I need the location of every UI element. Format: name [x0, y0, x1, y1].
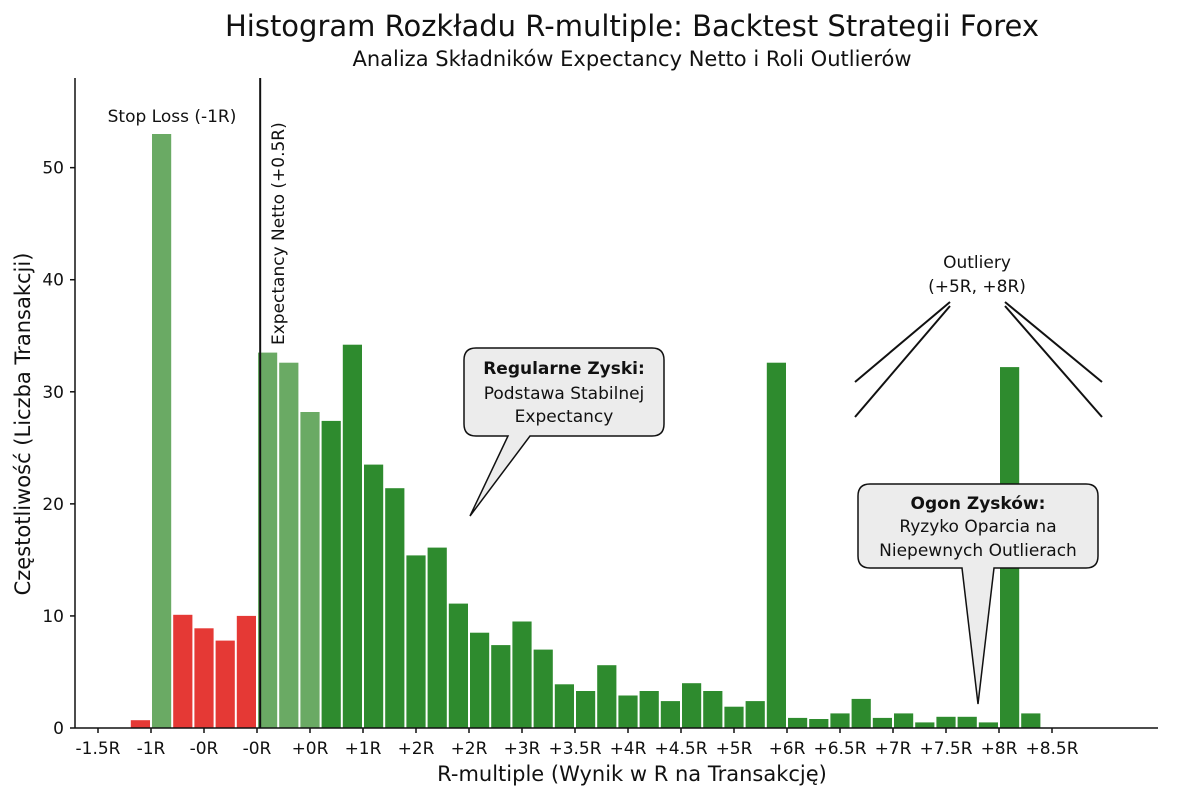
bar-2 — [173, 614, 193, 728]
outlier-arrow-3 — [1004, 301, 1103, 383]
callout-regular-line1: Podstawa Stabilnej — [484, 384, 645, 404]
callout-tail-line1: Ryzyko Oparcia na — [899, 517, 1056, 537]
bar-10 — [342, 344, 362, 728]
x-tick-label-17: +8R — [981, 739, 1018, 759]
callout-tail-bubble — [857, 483, 1099, 705]
x-tick-label-18: +8.5R — [1025, 739, 1078, 759]
bar-22 — [597, 665, 617, 728]
x-tick-label-8: +3R — [504, 739, 541, 759]
y-axis-label: Częstotliwość (Liczba Transakcji) — [11, 253, 35, 596]
bar-9 — [321, 420, 341, 728]
x-tick-label-1: -1R — [137, 739, 166, 759]
bar-39 — [957, 716, 977, 728]
bar-28 — [724, 706, 744, 728]
bar-8 — [300, 412, 320, 728]
callout-tail-title: Ogon Zysków: — [911, 494, 1046, 514]
bar-5 — [236, 615, 256, 728]
callout-regular-gains: Regularne Zyski: Podstawa Stabilnej Expe… — [463, 347, 665, 517]
bar-21 — [576, 691, 596, 728]
y-tick-label-5: 50 — [42, 159, 64, 179]
x-tick-label-10: +4R — [610, 739, 647, 759]
x-axis-label: R-multiple (Wynik w R na Transakcję) — [437, 762, 827, 786]
bar-19 — [533, 649, 553, 728]
bars-group — [130, 134, 1041, 728]
outlier-arrow-2 — [854, 305, 951, 418]
bar-15 — [448, 603, 468, 728]
bar-32 — [809, 719, 829, 728]
bar-38 — [936, 716, 956, 728]
x-ticks-group: -1.5R -1R -0R -0R +0R +1R +2R +2R +3R +3.5R +4R +4.… — [76, 728, 1079, 759]
x-tick-label-15: +7R — [875, 739, 912, 759]
bar-37 — [915, 722, 935, 728]
x-tick-label-12: +5R — [716, 739, 753, 759]
bar-17 — [491, 645, 511, 728]
bar-18 — [512, 621, 532, 728]
x-tick-label-2: -0R — [190, 739, 219, 759]
expectancy-label: Expectancy Netto (+0.5R) — [269, 122, 289, 345]
outliers-annotation-line1: Outliery — [943, 253, 1011, 273]
bar-1 — [152, 134, 172, 728]
x-tick-label-3: -0R — [243, 739, 272, 759]
bar-7 — [279, 362, 299, 728]
y-ticks-group: 0 10 20 30 40 50 — [42, 159, 75, 739]
bar-36 — [894, 713, 914, 728]
outliers-arrows — [854, 301, 1103, 418]
bar-29 — [745, 701, 765, 728]
stop-loss-annotation: Stop Loss (-1R) — [108, 107, 237, 127]
bar-11 — [364, 464, 384, 728]
bar-40 — [978, 722, 998, 728]
callout-regular-line2: Expectancy — [515, 407, 614, 427]
bar-26 — [682, 683, 702, 728]
outlier-arrow-1 — [854, 301, 951, 383]
callout-tail-line2: Niepewnych Outlierach — [879, 541, 1077, 561]
bar-34 — [851, 698, 871, 728]
x-tick-label-13: +6R — [769, 739, 806, 759]
outliers-annotation-line2: (+5R, +8R) — [928, 277, 1026, 297]
bar-35 — [872, 717, 892, 728]
bar-0 — [130, 720, 150, 728]
bar-27 — [703, 691, 723, 728]
x-tick-label-0: -1.5R — [76, 739, 121, 759]
x-tick-label-9: +3.5R — [548, 739, 601, 759]
bar-6 — [258, 352, 278, 728]
outlier-arrow-4 — [1004, 305, 1103, 418]
bar-23 — [618, 695, 638, 728]
x-tick-label-7: +2R — [451, 739, 488, 759]
y-tick-label-2: 20 — [42, 495, 64, 515]
callout-regular-title: Regularne Zyski: — [483, 359, 645, 379]
bar-4 — [215, 640, 235, 728]
bar-13 — [406, 555, 426, 728]
x-tick-label-14: +6.5R — [813, 739, 866, 759]
bar-3 — [194, 628, 214, 728]
bar-30 — [766, 362, 786, 728]
bar-12 — [385, 488, 405, 728]
chart-title: Histogram Rozkładu R-multiple: Backtest … — [225, 9, 1039, 43]
bar-20 — [554, 684, 574, 728]
y-tick-label-4: 40 — [42, 271, 64, 291]
callout-profit-tail: Ogon Zysków: Ryzyko Oparcia na Niepewnyc… — [857, 483, 1099, 705]
x-tick-label-4: +0R — [292, 739, 329, 759]
bar-31 — [788, 717, 808, 728]
bar-25 — [660, 701, 680, 728]
bar-24 — [639, 691, 659, 728]
y-tick-label-3: 30 — [42, 383, 64, 403]
bar-16 — [470, 632, 490, 728]
bar-42 — [1021, 713, 1041, 728]
bar-33 — [830, 713, 850, 728]
bar-14 — [427, 547, 447, 728]
x-tick-label-5: +1R — [345, 739, 382, 759]
y-tick-label-1: 10 — [42, 607, 64, 627]
x-tick-label-16: +7.5R — [919, 739, 972, 759]
x-tick-label-6: +2R — [398, 739, 435, 759]
chart-subtitle: Analiza Składników Expectancy Netto i Ro… — [352, 47, 911, 71]
x-tick-label-11: +4.5R — [654, 739, 707, 759]
callout-regular-bubble — [463, 347, 665, 517]
y-tick-label-0: 0 — [53, 719, 64, 739]
